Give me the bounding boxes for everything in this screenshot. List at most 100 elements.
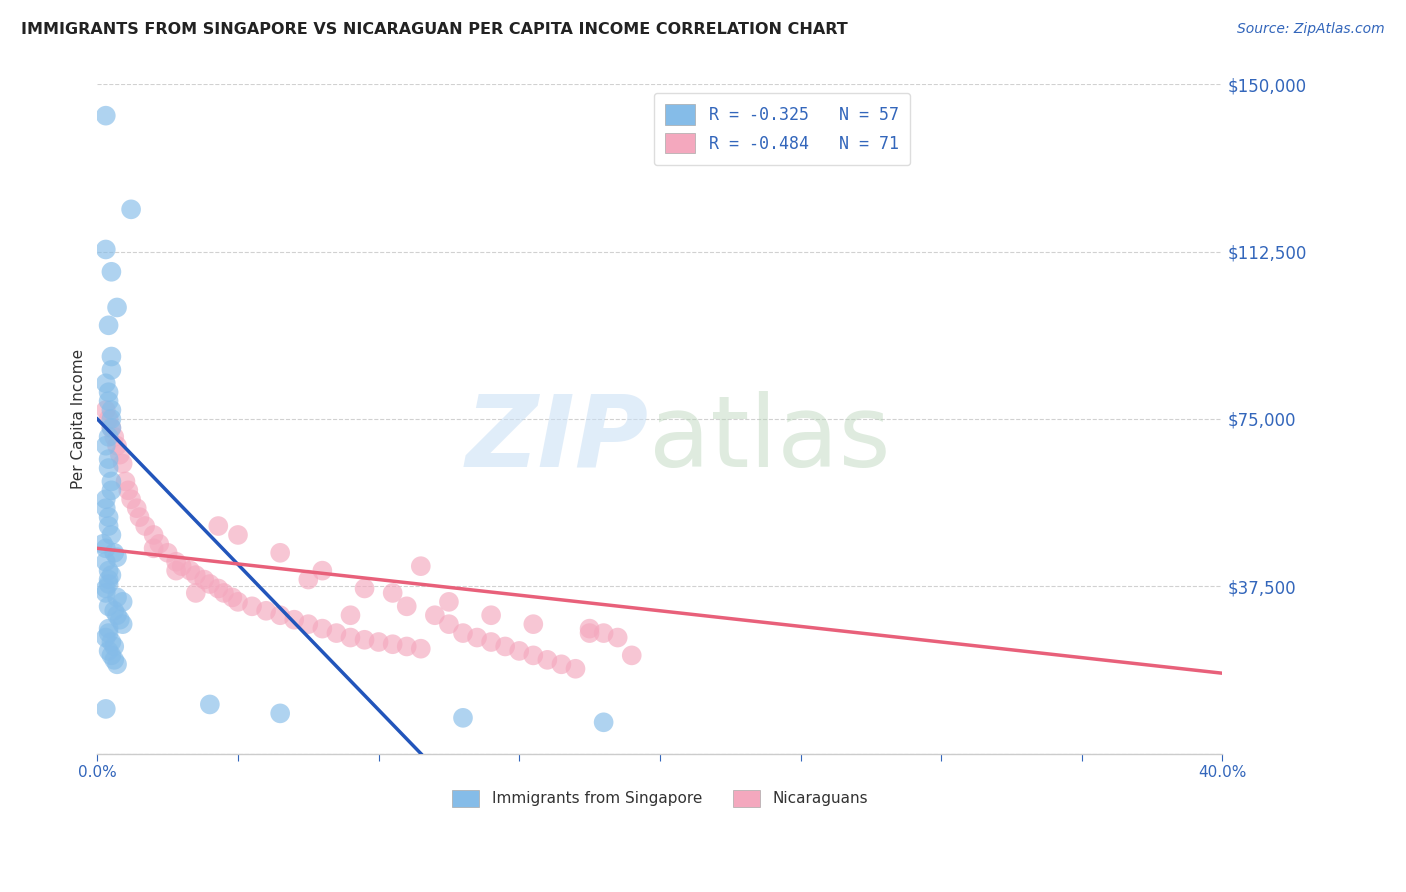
Point: [108, 448, 131, 462]
Point: [395, 599, 418, 614]
Point: [97, 626, 120, 640]
Point: [100, 350, 122, 364]
Point: [451, 711, 474, 725]
Point: [465, 631, 488, 645]
Point: [103, 430, 125, 444]
Point: [117, 483, 139, 498]
Point: [100, 403, 122, 417]
Point: [479, 608, 502, 623]
Point: [100, 568, 122, 582]
Point: [103, 653, 125, 667]
Point: [91, 537, 114, 551]
Point: [207, 519, 229, 533]
Point: [165, 555, 187, 569]
Point: [105, 301, 128, 315]
Point: [94, 403, 117, 417]
Point: [97, 519, 120, 533]
Point: [170, 559, 193, 574]
Point: [128, 510, 150, 524]
Point: [353, 632, 375, 647]
Point: [311, 622, 333, 636]
Point: [97, 573, 120, 587]
Point: [198, 698, 221, 712]
Point: [105, 439, 128, 453]
Point: [297, 617, 319, 632]
Point: [94, 702, 117, 716]
Point: [97, 430, 120, 444]
Point: [120, 492, 142, 507]
Text: Source: ZipAtlas.com: Source: ZipAtlas.com: [1237, 22, 1385, 37]
Point: [97, 577, 120, 591]
Point: [283, 613, 305, 627]
Point: [94, 439, 117, 453]
Point: [94, 555, 117, 569]
Point: [94, 582, 117, 596]
Point: [221, 591, 243, 605]
Point: [97, 461, 120, 475]
Legend: Immigrants from Singapore, Nicaraguans: Immigrants from Singapore, Nicaraguans: [446, 784, 875, 813]
Point: [100, 421, 122, 435]
Point: [97, 318, 120, 333]
Point: [100, 648, 122, 663]
Point: [269, 608, 291, 623]
Point: [94, 541, 117, 556]
Point: [395, 640, 418, 654]
Point: [100, 528, 122, 542]
Point: [94, 243, 117, 257]
Point: [108, 613, 131, 627]
Point: [437, 617, 460, 632]
Point: [100, 412, 122, 426]
Point: [100, 265, 122, 279]
Point: [142, 541, 165, 556]
Point: [564, 662, 586, 676]
Point: [97, 394, 120, 409]
Point: [409, 559, 432, 574]
Point: [620, 648, 643, 663]
Point: [100, 635, 122, 649]
Point: [184, 586, 207, 600]
Point: [94, 586, 117, 600]
Point: [207, 582, 229, 596]
Point: [100, 363, 122, 377]
Point: [297, 573, 319, 587]
Point: [97, 510, 120, 524]
Point: [367, 635, 389, 649]
Point: [97, 452, 120, 467]
Point: [97, 412, 120, 426]
Point: [325, 626, 347, 640]
Point: [536, 653, 558, 667]
Point: [105, 591, 128, 605]
Point: [522, 648, 544, 663]
Point: [494, 640, 516, 654]
Point: [97, 622, 120, 636]
Point: [578, 626, 600, 640]
Point: [179, 564, 201, 578]
Point: [226, 528, 249, 542]
Point: [105, 550, 128, 565]
Point: [111, 457, 134, 471]
Point: [212, 586, 235, 600]
Point: [165, 564, 187, 578]
Point: [94, 501, 117, 516]
Point: [606, 631, 628, 645]
Point: [578, 622, 600, 636]
Point: [522, 617, 544, 632]
Point: [311, 564, 333, 578]
Point: [94, 492, 117, 507]
Point: [508, 644, 530, 658]
Point: [103, 546, 125, 560]
Point: [254, 604, 277, 618]
Point: [100, 421, 122, 435]
Point: [381, 586, 404, 600]
Point: [94, 109, 117, 123]
Point: [339, 608, 361, 623]
Point: [97, 599, 120, 614]
Point: [451, 626, 474, 640]
Point: [592, 626, 614, 640]
Point: [97, 564, 120, 578]
Point: [193, 573, 215, 587]
Point: [105, 657, 128, 672]
Point: [148, 537, 170, 551]
Y-axis label: Per Capita Income: Per Capita Income: [72, 349, 86, 489]
Point: [226, 595, 249, 609]
